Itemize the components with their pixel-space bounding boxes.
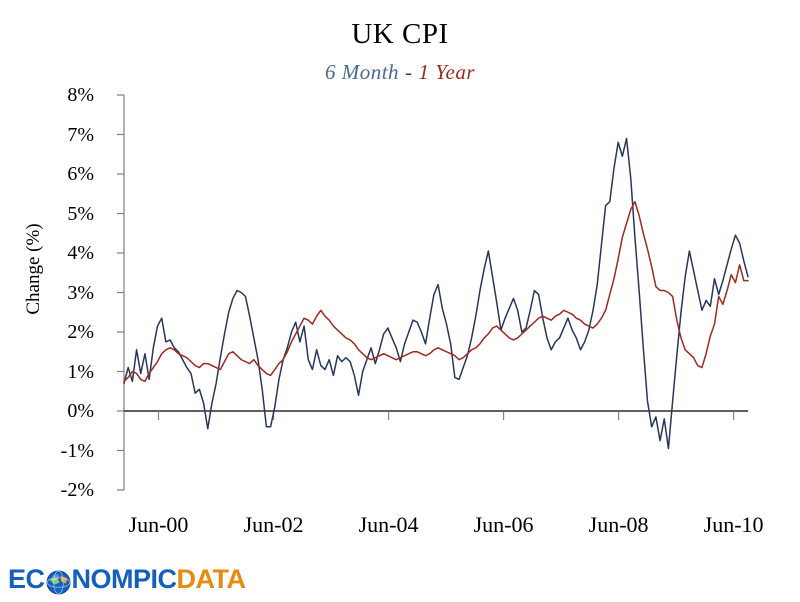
x-tick-label: Jun-02 (243, 512, 304, 537)
x-tick-label: Jun-10 (703, 512, 764, 537)
x-tick-label: Jun-08 (588, 512, 649, 537)
series-layer (123, 137, 749, 450)
globe-icon (46, 570, 71, 595)
chart-legend-subtitle: 6 Month -1 Year (0, 60, 800, 85)
axis-layer (117, 94, 748, 491)
y-tick-label: 5% (67, 202, 94, 225)
logo-text-suffix: DATA (176, 563, 246, 594)
x-tick-label: Jun-00 (128, 512, 189, 537)
y-tick-label: 1% (67, 360, 94, 383)
series-line-1-year (123, 200, 749, 383)
y-tick-label: 2% (67, 321, 94, 343)
y-tick-label: 8% (67, 84, 94, 106)
legend-series-6-month: 6 Month (324, 60, 400, 84)
logo-text-middle: NOMPIC (71, 563, 178, 594)
y-tick-label: -2% (60, 479, 94, 501)
y-tick-label: 4% (67, 242, 94, 264)
econompicdata-logo: EC NOMPIC DATA (8, 562, 246, 596)
x-tick-label: Jun-06 (473, 512, 534, 537)
y-tick-label: 0% (67, 400, 94, 422)
y-tick-label: 6% (67, 163, 94, 185)
chart-title: UK CPI (351, 18, 449, 50)
y-tick-label: 3% (67, 281, 94, 304)
legend-separator: - (405, 60, 413, 84)
legend-series-1-year: 1 Year (418, 60, 476, 84)
logo-text-prefix: EC (8, 563, 45, 594)
y-tick-label: -1% (60, 439, 94, 462)
series-line-6-month (123, 137, 749, 450)
x-tick-label: Jun-04 (358, 512, 419, 537)
y-tick-label: 7% (67, 123, 94, 146)
